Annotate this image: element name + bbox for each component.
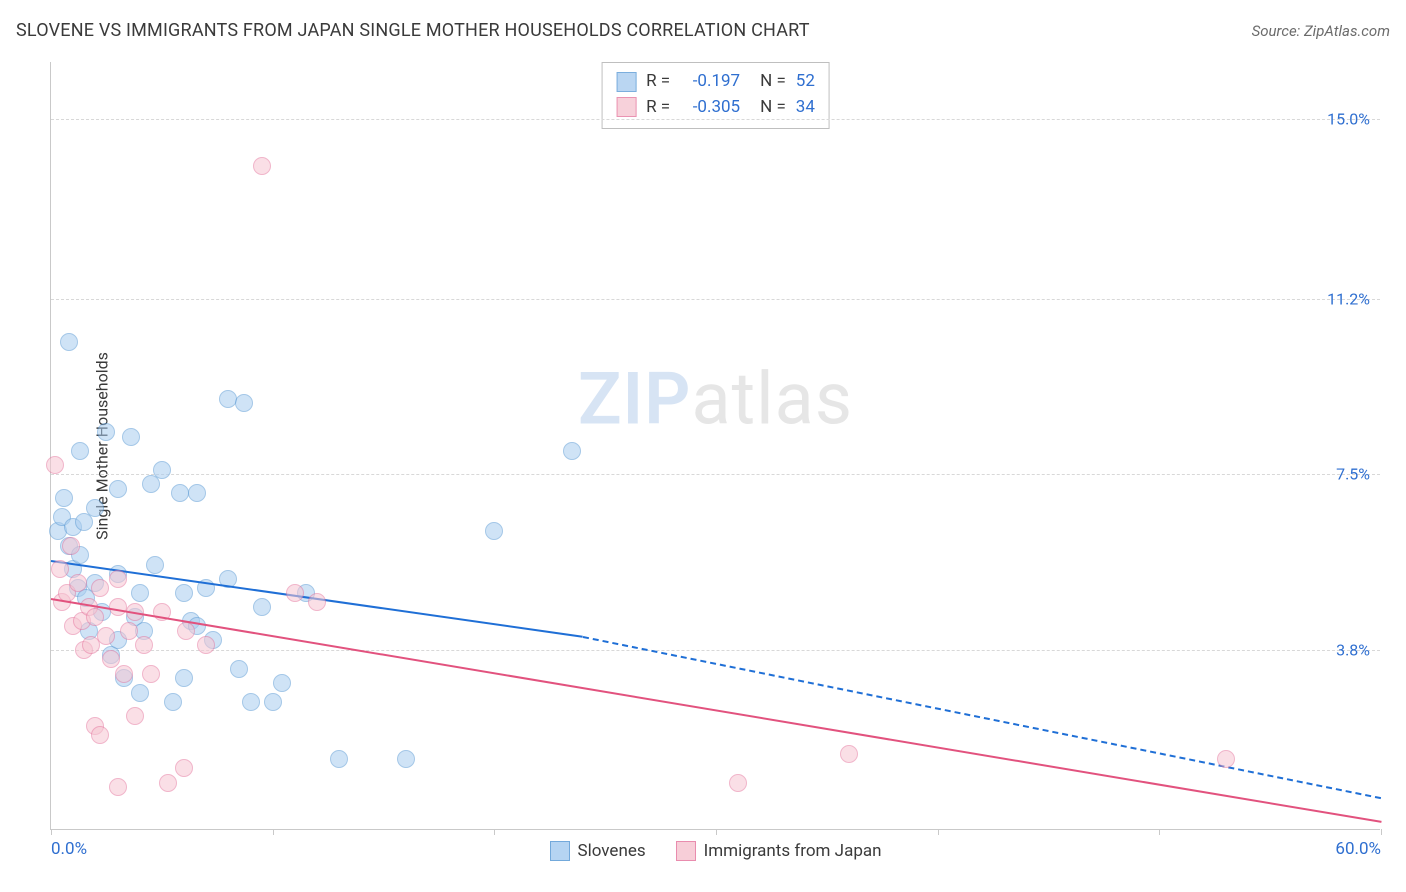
legend-item: Immigrants from Japan [676, 841, 882, 861]
data-point [242, 693, 260, 711]
data-point [177, 622, 195, 640]
r-value: -0.305 [680, 95, 740, 121]
stats-row: R = -0.305 N = 34 [616, 95, 815, 121]
data-point [102, 650, 120, 668]
legend-label: Slovenes [578, 841, 646, 861]
gridline [51, 119, 1380, 120]
data-point [485, 522, 503, 540]
data-point [131, 584, 149, 602]
data-point [230, 660, 248, 678]
chart-source: Source: ZipAtlas.com [1252, 22, 1390, 40]
watermark-atlas: atlas [691, 357, 853, 442]
x-tick [938, 829, 939, 835]
data-point [175, 584, 193, 602]
data-point [286, 584, 304, 602]
gridline [51, 650, 1380, 651]
data-point [264, 693, 282, 711]
y-tick-label: 3.8% [1336, 640, 1370, 659]
data-point [51, 560, 69, 578]
x-tick [494, 829, 495, 835]
x-tick-label: 60.0% [1335, 839, 1381, 859]
data-point [46, 456, 64, 474]
gridline [51, 299, 1380, 300]
data-point [273, 674, 291, 692]
data-point [253, 598, 271, 616]
data-point [69, 574, 87, 592]
legend-swatch [676, 841, 696, 861]
data-point [253, 157, 271, 175]
legend-item: Slovenes [550, 841, 646, 861]
legend-swatch [550, 841, 570, 861]
data-point [397, 750, 415, 768]
gridline [51, 474, 1380, 475]
data-point [131, 684, 149, 702]
data-point [175, 759, 193, 777]
r-label: R = [646, 69, 670, 95]
x-tick [273, 829, 274, 835]
data-point [146, 556, 164, 574]
x-tick [716, 829, 717, 835]
data-point [126, 707, 144, 725]
x-tick [1381, 829, 1382, 835]
data-point [308, 593, 326, 611]
r-value: -0.197 [680, 69, 740, 95]
r-label: R = [646, 95, 670, 121]
x-tick [51, 829, 52, 835]
data-point [91, 579, 109, 597]
data-point [109, 570, 127, 588]
chart-title: SLOVENE VS IMMIGRANTS FROM JAPAN SINGLE … [16, 20, 810, 41]
data-point [71, 442, 89, 460]
data-point [330, 750, 348, 768]
data-point [729, 774, 747, 792]
data-point [563, 442, 581, 460]
legend-swatch [616, 97, 636, 117]
data-point [840, 745, 858, 763]
data-point [159, 774, 177, 792]
x-tick [1159, 829, 1160, 835]
data-point [55, 489, 73, 507]
data-point [109, 480, 127, 498]
stats-row: R = -0.197 N = 52 [616, 69, 815, 95]
data-point [97, 423, 115, 441]
data-point [62, 537, 80, 555]
data-point [109, 778, 127, 796]
n-label: N = [760, 69, 786, 95]
data-point [60, 333, 78, 351]
data-point [122, 428, 140, 446]
regression-line [583, 636, 1381, 799]
data-point [115, 665, 133, 683]
series-legend: Slovenes Immigrants from Japan [550, 841, 882, 861]
data-point [142, 665, 160, 683]
data-point [164, 693, 182, 711]
legend-label: Immigrants from Japan [704, 841, 882, 861]
n-value: 34 [796, 95, 815, 121]
data-point [86, 499, 104, 517]
data-point [91, 726, 109, 744]
y-tick-label: 15.0% [1327, 109, 1370, 128]
data-point [86, 608, 104, 626]
y-tick-label: 11.2% [1327, 290, 1370, 309]
watermark: ZIPatlas [578, 357, 853, 442]
data-point [135, 636, 153, 654]
data-point [97, 627, 115, 645]
x-tick-label: 0.0% [51, 839, 87, 859]
data-point [153, 461, 171, 479]
data-point [197, 636, 215, 654]
legend-swatch [616, 72, 636, 92]
data-point [188, 484, 206, 502]
data-point [175, 669, 193, 687]
y-tick-label: 7.5% [1336, 465, 1370, 484]
n-label: N = [760, 95, 786, 121]
data-point [120, 622, 138, 640]
data-point [235, 394, 253, 412]
n-value: 52 [796, 69, 815, 95]
data-point [1217, 750, 1235, 768]
watermark-zip: ZIP [578, 357, 691, 442]
data-point [171, 484, 189, 502]
scatter-plot: ZIPatlas R =-0.197N =52R =-0.305N =34 Sl… [50, 62, 1380, 830]
